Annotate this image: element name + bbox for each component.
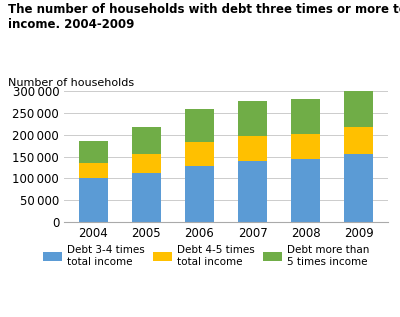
Bar (238, 136, 267, 161)
Bar (344, 154, 373, 222)
Bar (132, 154, 161, 173)
Legend: Debt 3-4 times
total income, Debt 4-5 times
total income, Debt more than
5 times: Debt 3-4 times total income, Debt 4-5 ti… (43, 245, 370, 267)
Bar (291, 134, 320, 159)
Bar (185, 108, 214, 142)
Bar (291, 159, 320, 222)
Bar (79, 178, 108, 222)
Bar (185, 142, 214, 166)
Bar (344, 91, 373, 127)
Bar (238, 161, 267, 222)
Text: Number of households: Number of households (8, 78, 134, 88)
Bar (238, 101, 267, 136)
Bar (291, 100, 320, 134)
Bar (344, 127, 373, 154)
Bar (185, 166, 214, 222)
Bar (132, 173, 161, 222)
Bar (79, 163, 108, 178)
Text: The number of households with debt three times or more total
income. 2004-2009: The number of households with debt three… (8, 3, 400, 31)
Bar (79, 141, 108, 163)
Bar (132, 127, 161, 154)
